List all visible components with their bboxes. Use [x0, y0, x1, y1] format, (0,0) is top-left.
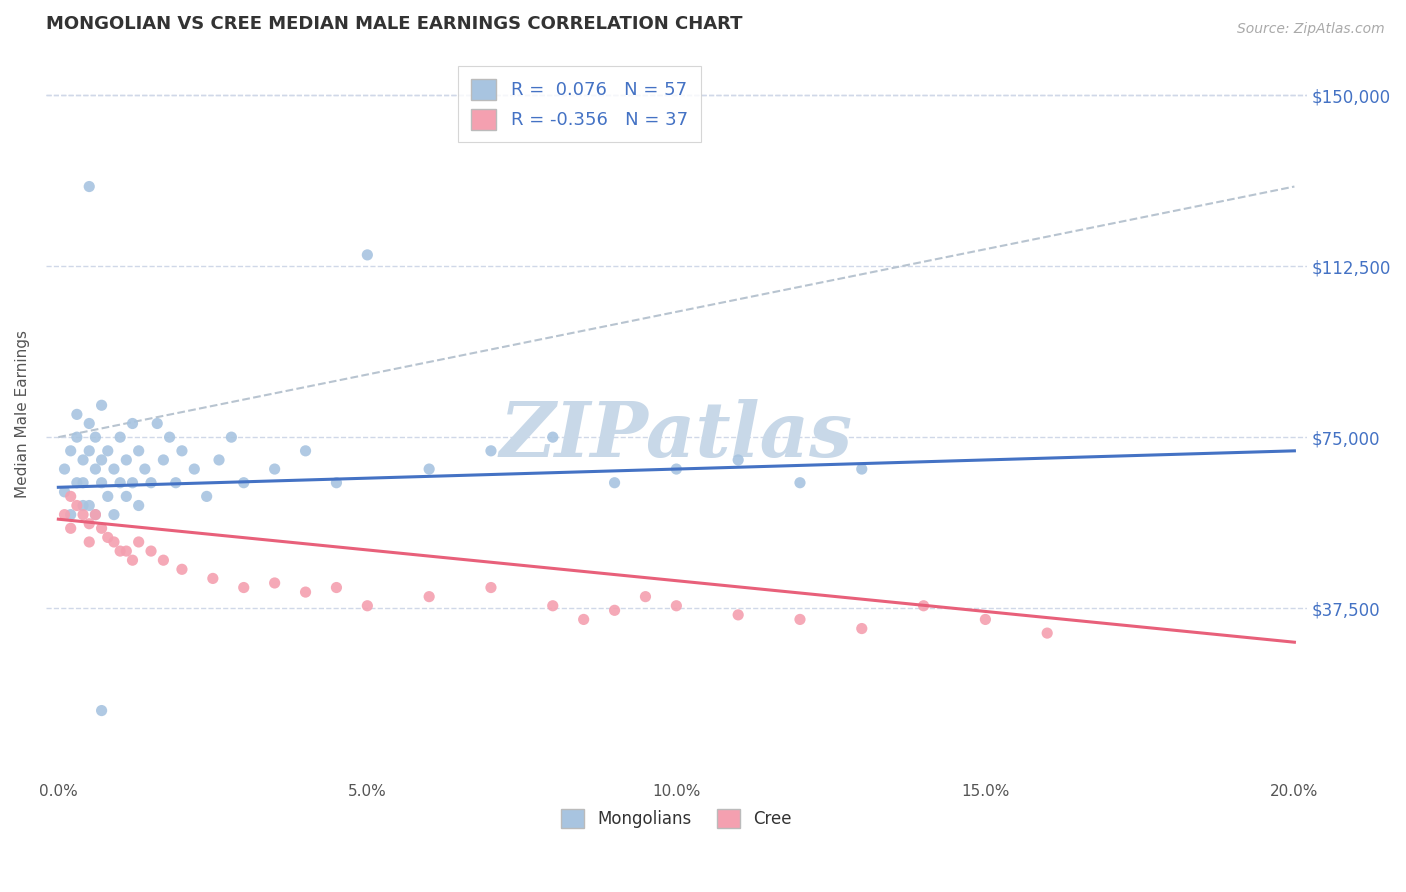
Point	[851, 622, 873, 636]
Point	[152, 553, 174, 567]
Point	[541, 599, 564, 613]
Point	[72, 453, 94, 467]
Point	[356, 599, 378, 613]
Point	[59, 508, 82, 522]
Point	[665, 599, 688, 613]
Point	[97, 489, 120, 503]
Point	[53, 508, 76, 522]
Text: MONGOLIAN VS CREE MEDIAN MALE EARNINGS CORRELATION CHART: MONGOLIAN VS CREE MEDIAN MALE EARNINGS C…	[46, 15, 742, 33]
Point	[727, 453, 749, 467]
Point	[128, 535, 150, 549]
Point	[232, 581, 254, 595]
Point	[84, 508, 107, 522]
Point	[90, 453, 112, 467]
Point	[128, 499, 150, 513]
Point	[603, 475, 626, 490]
Point	[103, 462, 125, 476]
Point	[84, 430, 107, 444]
Point	[66, 430, 89, 444]
Point	[165, 475, 187, 490]
Point	[139, 544, 162, 558]
Point	[170, 562, 193, 576]
Point	[115, 453, 138, 467]
Point	[115, 544, 138, 558]
Legend: Mongolians, Cree: Mongolians, Cree	[553, 800, 800, 836]
Point	[77, 179, 100, 194]
Point	[201, 571, 224, 585]
Point	[108, 430, 131, 444]
Point	[66, 475, 89, 490]
Point	[90, 521, 112, 535]
Point	[479, 581, 502, 595]
Point	[974, 612, 997, 626]
Point	[139, 475, 162, 490]
Point	[53, 484, 76, 499]
Point	[77, 417, 100, 431]
Point	[121, 475, 143, 490]
Point	[59, 443, 82, 458]
Point	[59, 489, 82, 503]
Point	[541, 430, 564, 444]
Point	[789, 612, 811, 626]
Point	[59, 521, 82, 535]
Point	[72, 508, 94, 522]
Point	[263, 576, 285, 591]
Point	[108, 544, 131, 558]
Point	[121, 417, 143, 431]
Y-axis label: Median Male Earnings: Median Male Earnings	[15, 330, 30, 499]
Point	[159, 430, 181, 444]
Point	[72, 475, 94, 490]
Point	[66, 499, 89, 513]
Point	[53, 462, 76, 476]
Point	[77, 535, 100, 549]
Point	[108, 475, 131, 490]
Point	[479, 443, 502, 458]
Point	[727, 607, 749, 622]
Point	[325, 581, 347, 595]
Point	[851, 462, 873, 476]
Point	[263, 462, 285, 476]
Point	[103, 508, 125, 522]
Point	[603, 603, 626, 617]
Point	[84, 462, 107, 476]
Point	[572, 612, 595, 626]
Text: Source: ZipAtlas.com: Source: ZipAtlas.com	[1237, 22, 1385, 37]
Point	[325, 475, 347, 490]
Point	[77, 443, 100, 458]
Point	[84, 508, 107, 522]
Point	[789, 475, 811, 490]
Point	[152, 453, 174, 467]
Point	[294, 443, 316, 458]
Point	[97, 443, 120, 458]
Point	[665, 462, 688, 476]
Text: ZIPatlas: ZIPatlas	[499, 400, 853, 474]
Point	[1036, 626, 1059, 640]
Point	[103, 535, 125, 549]
Point	[418, 462, 440, 476]
Point	[634, 590, 657, 604]
Point	[221, 430, 243, 444]
Point	[77, 499, 100, 513]
Point	[195, 489, 218, 503]
Point	[77, 516, 100, 531]
Point	[170, 443, 193, 458]
Point	[418, 590, 440, 604]
Point	[183, 462, 205, 476]
Point	[128, 443, 150, 458]
Point	[72, 499, 94, 513]
Point	[294, 585, 316, 599]
Point	[121, 553, 143, 567]
Point	[115, 489, 138, 503]
Point	[66, 408, 89, 422]
Point	[134, 462, 156, 476]
Point	[232, 475, 254, 490]
Point	[356, 248, 378, 262]
Point	[208, 453, 231, 467]
Point	[90, 704, 112, 718]
Point	[90, 475, 112, 490]
Point	[912, 599, 935, 613]
Point	[97, 530, 120, 544]
Point	[146, 417, 169, 431]
Point	[90, 398, 112, 412]
